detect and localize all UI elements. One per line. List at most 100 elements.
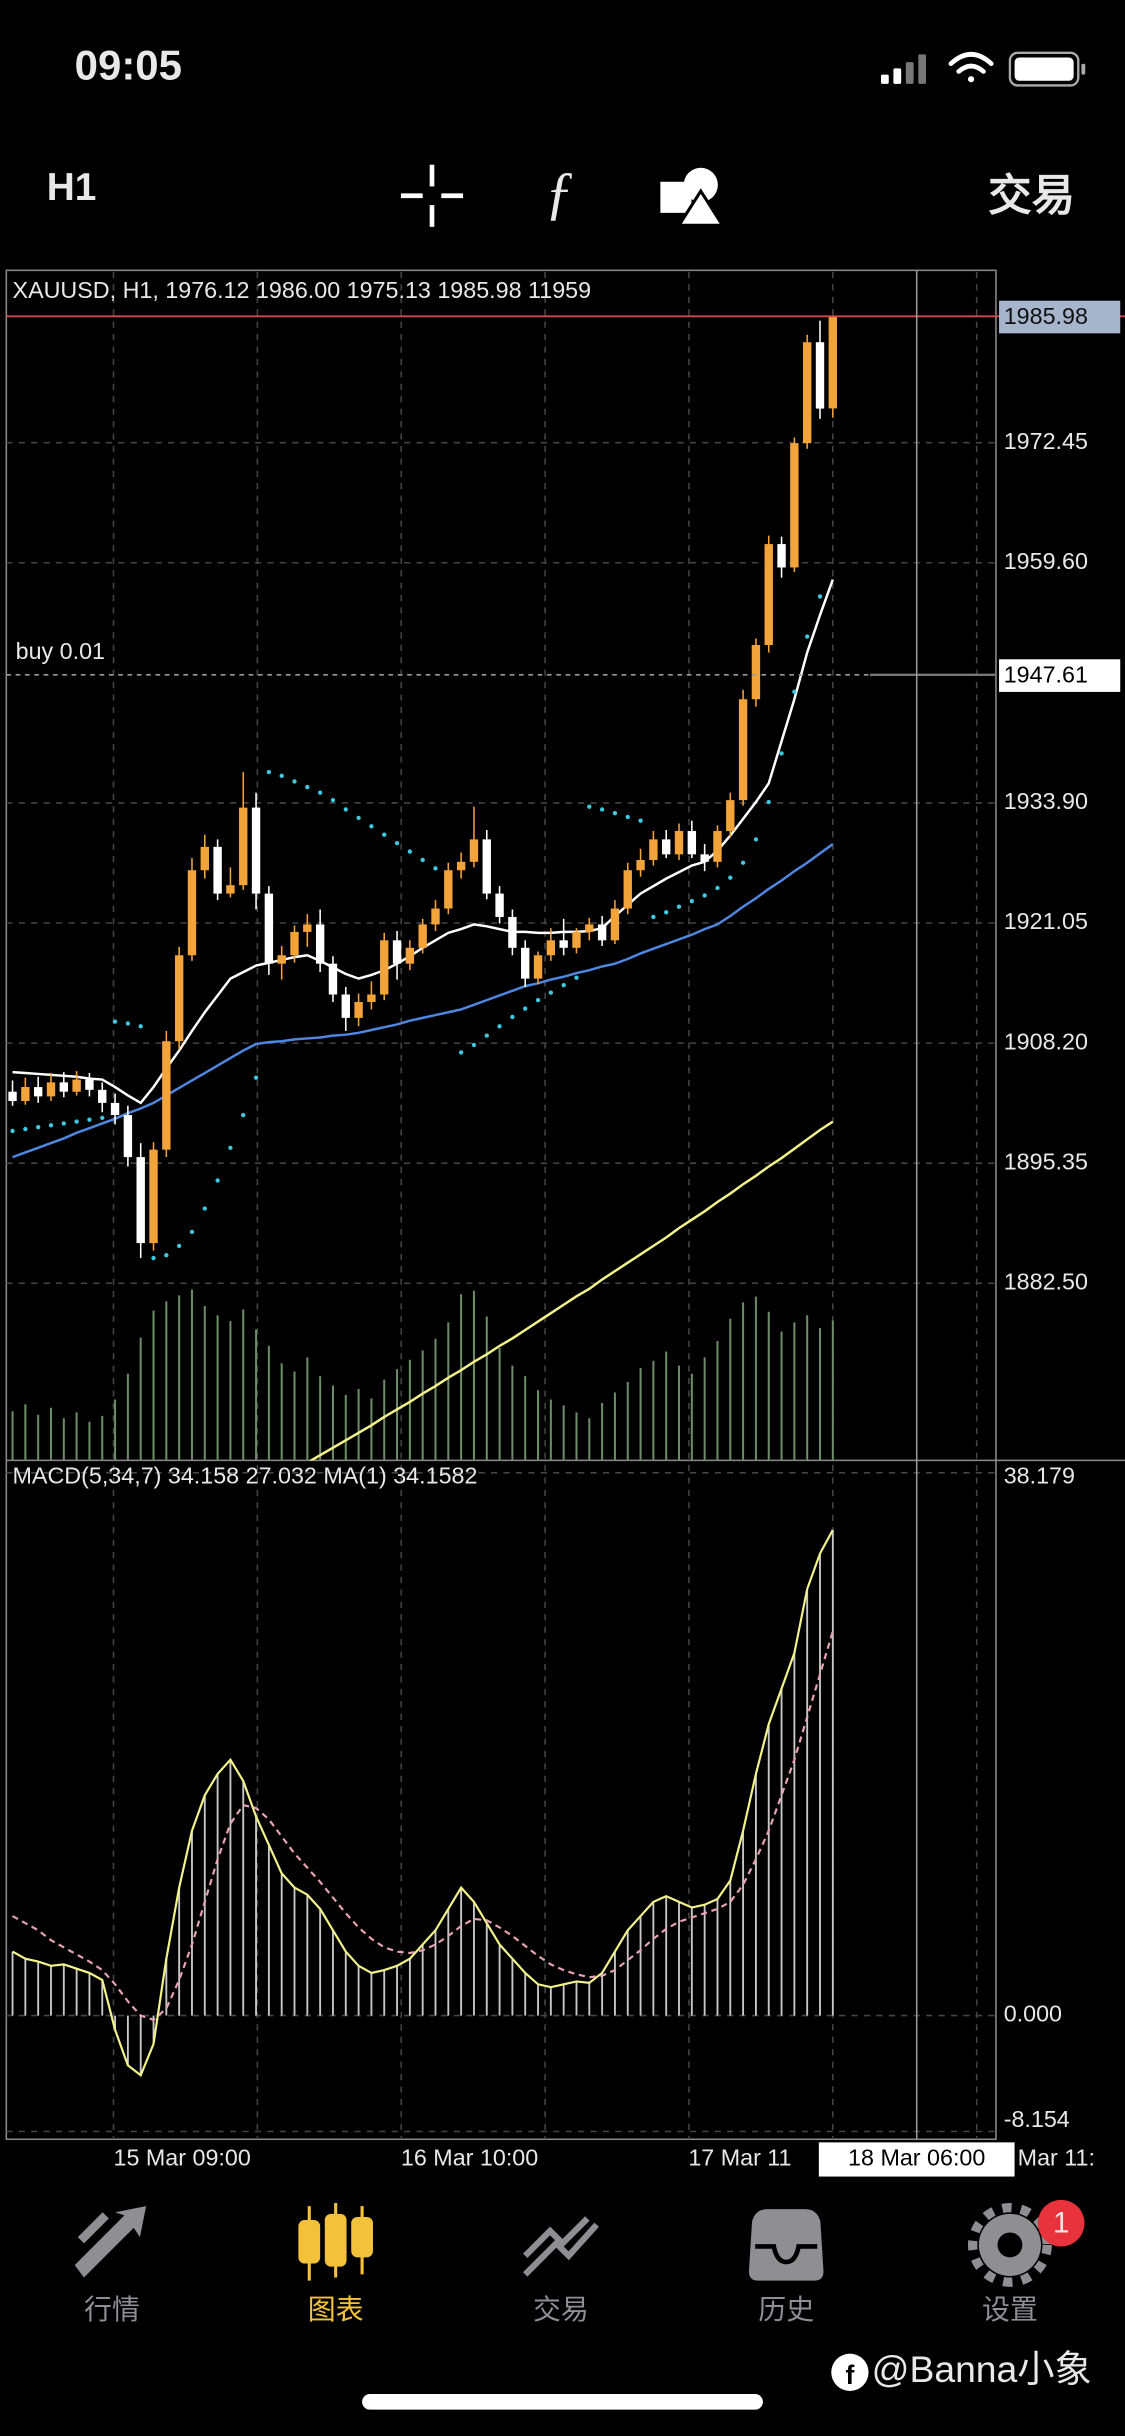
sar-dot — [369, 824, 374, 829]
sar-dot — [164, 1253, 169, 1258]
sar-dot — [189, 1229, 195, 1235]
sar-dot — [279, 773, 284, 779]
sar-dot — [330, 797, 336, 803]
sar-dot — [74, 1119, 79, 1124]
sar-dot — [23, 1126, 28, 1132]
sar-dot — [292, 779, 297, 784]
battery-icon — [1008, 51, 1086, 87]
candle-body — [777, 544, 786, 568]
candle-body — [21, 1087, 30, 1102]
candle-body — [610, 908, 620, 941]
objects-button[interactable] — [660, 167, 726, 227]
sar-dot — [753, 837, 759, 842]
candle-body — [392, 940, 402, 964]
tab-label[interactable]: 设置 — [982, 2294, 1038, 2325]
macd-title: MACD(5,34,7) 34.158 27.032 MA(1) 34.1582 — [13, 1463, 478, 1489]
macd-signal-line — [12, 1630, 834, 2022]
y-tick-label: 38.179 — [1004, 1463, 1075, 1489]
wifi-icon — [948, 52, 994, 83]
axes: 1882.50 1895.35 1908.20 1921.05 1933.90 1959.… — [16, 300, 1125, 2171]
x-tick-label: 16 Mar 10:00 — [401, 2145, 538, 2171]
candle-body — [674, 830, 684, 855]
candle-body — [815, 342, 825, 409]
candle-body — [277, 955, 286, 964]
tab-icon-chart — [298, 2202, 373, 2281]
candle-body — [597, 924, 607, 941]
chart-title: XAUUSD, H1, 1976.12 1986.00 1975.13 1985… — [13, 277, 592, 303]
candle-body — [264, 893, 274, 964]
sar-dot — [535, 997, 541, 1003]
trade-button[interactable]: 交易 — [988, 172, 1075, 220]
sar-dot — [356, 815, 361, 821]
sar-dot — [215, 1178, 220, 1183]
tab-label[interactable]: 交易 — [533, 2294, 589, 2325]
sar-dot — [689, 898, 695, 904]
sar-dot — [228, 1145, 233, 1150]
sar-dot — [241, 1112, 246, 1118]
tab-bar: 1 行情 图表 交易 历史 设置 — [74, 2199, 1085, 2325]
tab-label[interactable]: 图表 — [308, 2294, 364, 2325]
crosshair-button[interactable] — [400, 164, 464, 227]
sar-dot — [112, 1019, 118, 1024]
candle-body — [508, 916, 517, 948]
candle-body — [72, 1079, 81, 1092]
tab-label[interactable]: 历史 — [758, 2294, 814, 2325]
candle-body — [572, 931, 581, 948]
sar-dot — [87, 1117, 92, 1122]
sar-dot — [728, 875, 733, 880]
order-price-box — [999, 659, 1121, 692]
sar-dot — [407, 849, 413, 854]
candle-body — [418, 924, 427, 948]
moving-average — [308, 1120, 834, 1461]
tab-icon-trade — [523, 2216, 599, 2277]
tab-icon-history — [748, 2209, 824, 2281]
timeframe-button[interactable]: H1 — [47, 166, 97, 209]
sar-dot — [266, 769, 272, 775]
sar-dot — [817, 594, 823, 599]
sar-dot — [792, 689, 797, 694]
candle-body — [239, 807, 248, 886]
sar-dot — [574, 975, 579, 980]
candle-body — [431, 908, 440, 925]
badge — [1037, 2199, 1085, 2247]
sar-dot — [702, 893, 707, 898]
sar-dot — [35, 1125, 41, 1130]
sar-dot — [599, 807, 605, 812]
sar-dot — [766, 799, 771, 805]
sar-dot — [715, 885, 720, 891]
y-tick-label: 1882.50 — [1004, 1268, 1088, 1294]
tab-label[interactable]: 行情 — [84, 2294, 140, 2325]
candle-body — [790, 443, 799, 568]
sar-dot — [484, 1033, 489, 1038]
x-tick-label: 15 Mar 09:00 — [114, 2145, 251, 2171]
y-tick-label: 1959.60 — [1004, 548, 1088, 574]
y-tick-label: 1908.20 — [1004, 1028, 1088, 1054]
watermark: @Banna小象 — [872, 2348, 1092, 2390]
x-tick-label: 17 Mar 11 — [688, 2145, 791, 2171]
sar-dot — [664, 910, 669, 915]
sar-dot — [497, 1024, 502, 1029]
candle-body — [623, 870, 632, 909]
candle-body — [726, 800, 735, 831]
candle-body — [123, 1115, 133, 1158]
current-price-label: 1985.98 — [1004, 303, 1088, 329]
sar-dot — [343, 807, 348, 812]
sar-dot — [561, 982, 566, 988]
candle-body — [380, 940, 389, 995]
sar-dot — [138, 1024, 143, 1029]
candle-body — [495, 893, 504, 917]
candle-body — [559, 940, 568, 948]
candle-body — [367, 994, 376, 1002]
order-label: buy 0.01 — [16, 638, 105, 664]
y-tick-label: 1972.45 — [1004, 428, 1088, 454]
candle-body — [8, 1091, 17, 1102]
sar-dot — [625, 814, 630, 820]
sar-dot — [10, 1128, 15, 1134]
y-tick-label: 0.000 — [1004, 2001, 1062, 2027]
sar-dot — [676, 904, 682, 909]
sar-dot — [100, 1115, 105, 1121]
indicators-button[interactable]: ƒ — [545, 159, 575, 225]
candle-body — [85, 1079, 94, 1090]
sar-dot — [510, 1014, 515, 1020]
